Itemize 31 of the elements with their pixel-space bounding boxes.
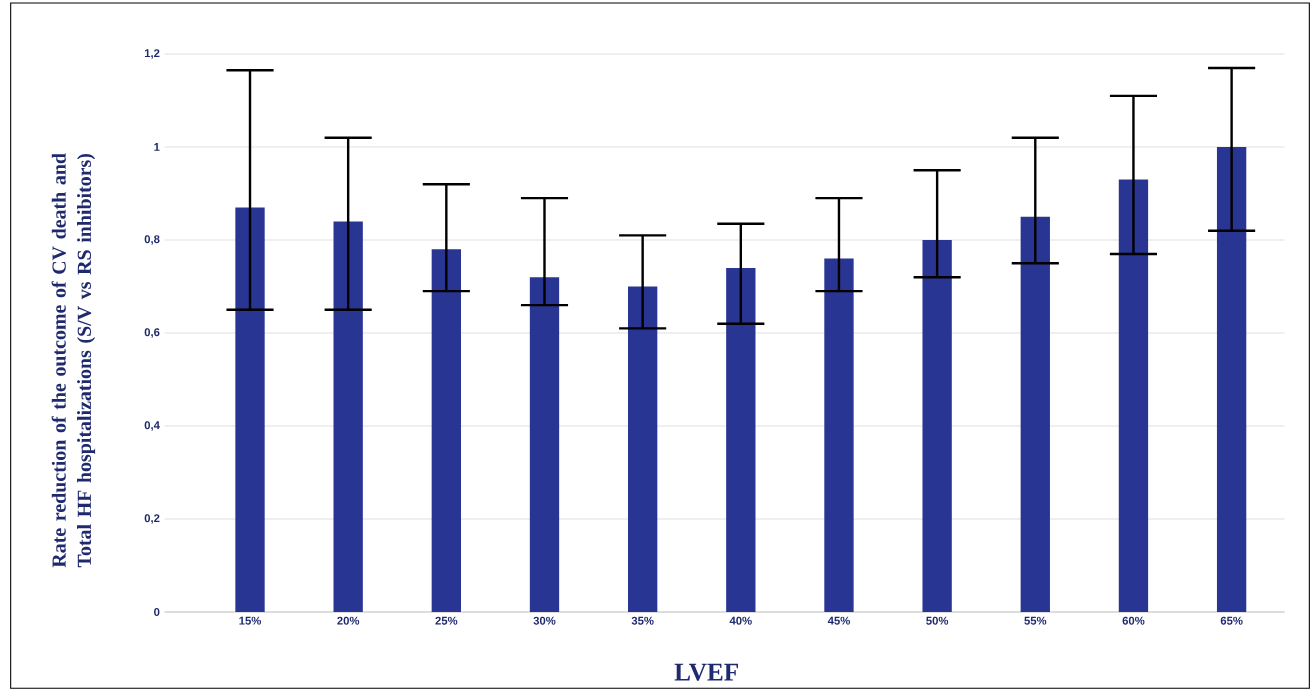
y-tick-label: 1	[154, 143, 160, 151]
bar	[726, 267, 756, 612]
x-tick-label: 15%	[239, 616, 262, 625]
x-tick-label: 30%	[533, 616, 556, 625]
y-tick-label: 0,6	[144, 328, 160, 338]
bar	[1216, 146, 1247, 612]
bar	[529, 277, 560, 612]
x-tick-label: 60%	[1122, 616, 1145, 625]
y-axis-title: Rate reduction of the outcome of CV death and Total HF hospitalizations (S/V vs RS inhibitors)	[51, 153, 96, 568]
x-tick-label: 45%	[827, 616, 850, 625]
bar	[235, 207, 265, 612]
y-tick-label: 0,4	[144, 421, 160, 431]
bar	[824, 258, 854, 612]
x-tick-label: 25%	[435, 616, 458, 625]
bar	[333, 221, 363, 612]
bar	[431, 249, 461, 612]
x-tick-label: 50%	[926, 616, 949, 625]
bar	[627, 286, 658, 612]
bar	[1118, 179, 1149, 612]
y-tick-label: 0,2	[144, 514, 160, 524]
x-tick-label: 35%	[631, 616, 654, 625]
x-tick-label: 55%	[1024, 616, 1047, 625]
x-tick-label: 65%	[1220, 616, 1243, 625]
x-axis-title: LVEF	[674, 663, 738, 681]
y-tick-label: 0	[154, 608, 160, 616]
bar	[1020, 216, 1050, 612]
x-tick-label: 20%	[337, 616, 360, 625]
x-tick-label: 40%	[729, 616, 752, 625]
bar	[922, 239, 952, 612]
y-tick-label: 0,8	[144, 235, 160, 245]
y-tick-label: 1,2	[144, 49, 160, 59]
